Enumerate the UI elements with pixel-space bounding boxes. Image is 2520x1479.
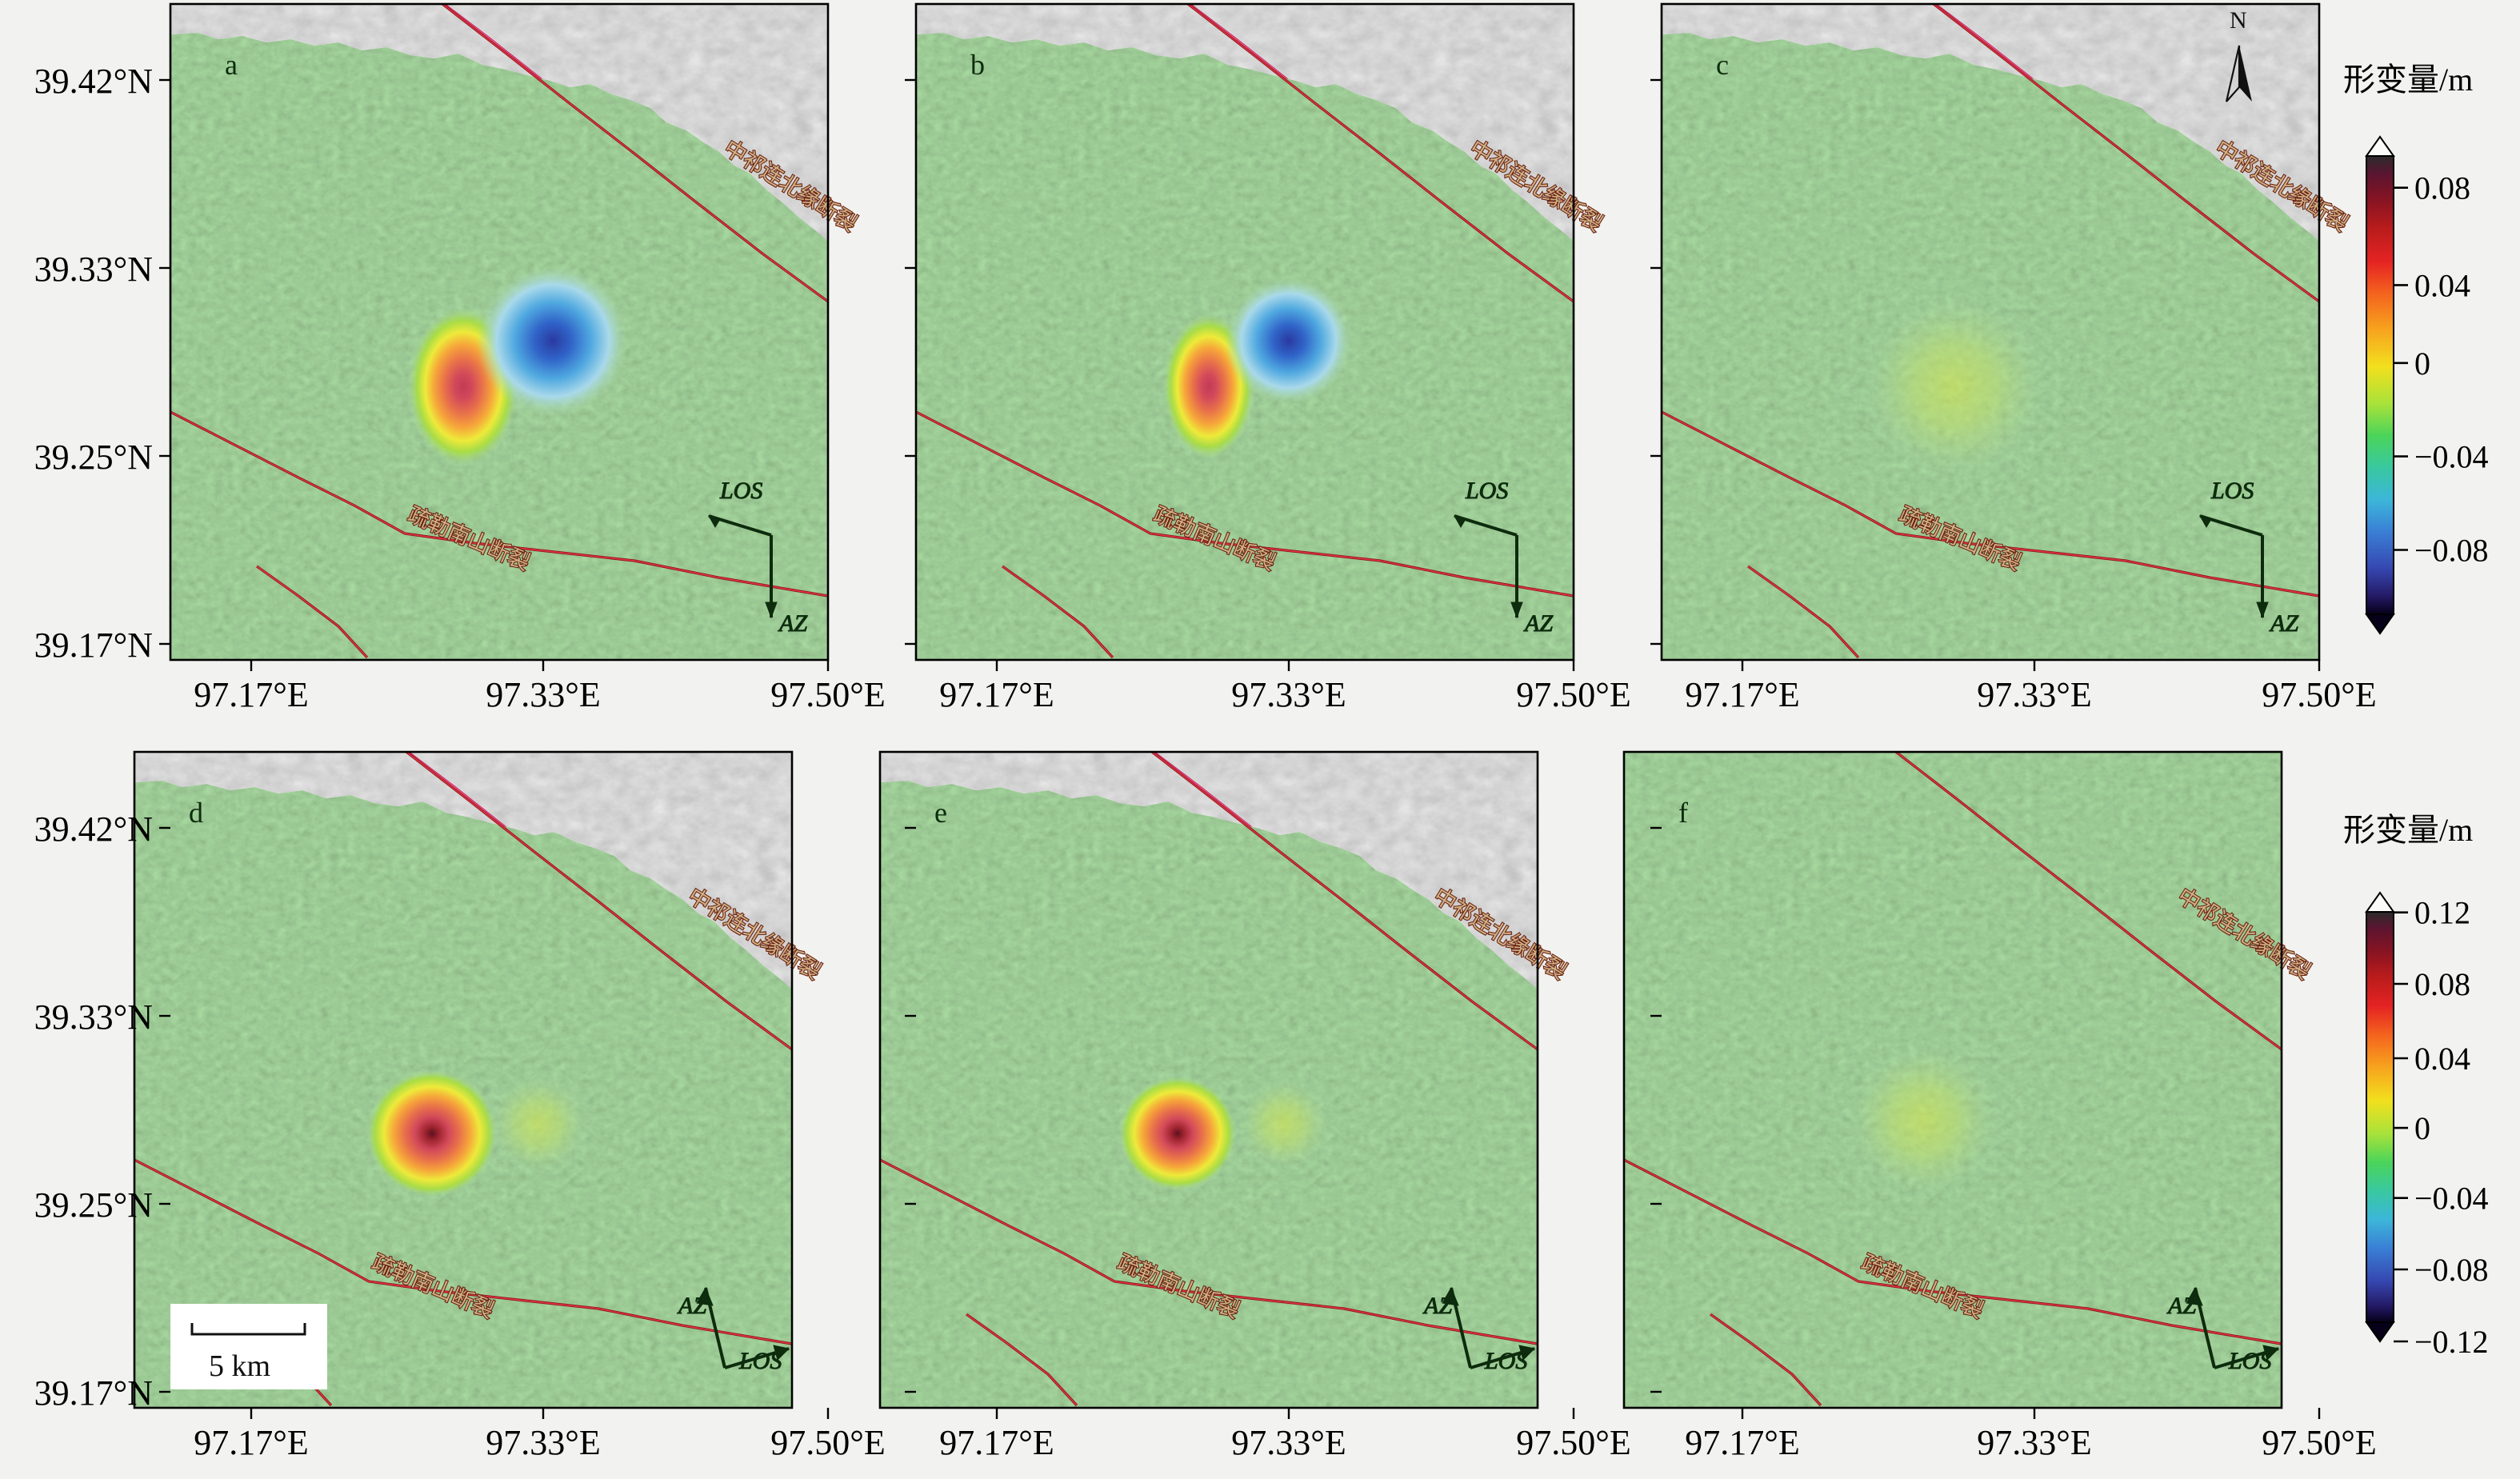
svg-text:形变量/m: 形变量/m [2343,62,2473,98]
svg-text:97.17°E: 97.17°E [1685,1423,1799,1462]
svg-text:97.17°E: 97.17°E [194,1423,308,1462]
svg-text:形变量/m: 形变量/m [2343,812,2473,848]
svg-text:39.33°N: 39.33°N [34,250,153,289]
svg-text:97.33°E: 97.33°E [1977,1423,2091,1462]
svg-text:f: f [1678,797,1688,829]
svg-text:97.33°E: 97.33°E [1231,1423,1346,1462]
svg-text:b: b [970,49,985,81]
svg-text:−0.08: −0.08 [2414,533,2489,569]
svg-text:0.08: 0.08 [2414,966,2470,1002]
svg-text:0.04: 0.04 [2414,267,2470,303]
svg-text:AZ: AZ [1523,610,1553,637]
svg-text:−0.12: −0.12 [2414,1324,2489,1360]
svg-text:LOS: LOS [1484,1348,1527,1374]
svg-text:39.42°N: 39.42°N [34,62,153,101]
svg-text:−0.04: −0.04 [2414,439,2489,475]
svg-text:97.50°E: 97.50°E [770,675,885,714]
svg-text:97.17°E: 97.17°E [194,675,308,714]
svg-text:AZ: AZ [778,610,807,637]
svg-text:LOS: LOS [738,1348,782,1374]
svg-text:97.50°E: 97.50°E [770,1423,885,1462]
svg-text:d: d [189,797,203,829]
svg-text:LOS: LOS [719,478,762,504]
svg-text:0.12: 0.12 [2414,895,2470,931]
svg-text:e: e [934,797,947,829]
svg-text:−0.04: −0.04 [2414,1181,2489,1217]
svg-text:39.25°N: 39.25°N [34,438,153,477]
svg-text:97.33°E: 97.33°E [1231,675,1346,714]
svg-text:0.08: 0.08 [2414,170,2470,206]
svg-text:5 km: 5 km [209,1349,270,1383]
svg-text:97.50°E: 97.50°E [2262,675,2376,714]
svg-text:39.17°N: 39.17°N [34,1373,153,1413]
svg-text:−0.08: −0.08 [2414,1252,2489,1288]
svg-text:97.50°E: 97.50°E [1516,675,1630,714]
svg-text:97.17°E: 97.17°E [1685,675,1799,714]
svg-text:97.50°E: 97.50°E [1516,1423,1630,1462]
svg-text:N: N [2230,7,2247,34]
svg-text:0.04: 0.04 [2414,1041,2470,1077]
svg-text:LOS: LOS [2228,1348,2271,1374]
svg-text:97.17°E: 97.17°E [939,1423,1054,1462]
svg-text:39.17°N: 39.17°N [34,626,153,665]
svg-text:LOS: LOS [2210,478,2254,504]
svg-text:39.25°N: 39.25°N [34,1185,153,1225]
svg-text:c: c [1716,49,1729,81]
svg-text:AZ: AZ [677,1293,706,1319]
svg-text:0: 0 [2414,1110,2430,1146]
svg-text:97.17°E: 97.17°E [939,675,1054,714]
svg-text:LOS: LOS [1465,478,1508,504]
svg-text:97.33°E: 97.33°E [1977,675,2091,714]
svg-text:97.33°E: 97.33°E [486,1423,600,1462]
svg-text:97.33°E: 97.33°E [486,675,600,714]
svg-text:39.42°N: 39.42°N [34,809,153,849]
svg-text:39.33°N: 39.33°N [34,997,153,1037]
svg-text:AZ: AZ [2269,610,2298,637]
svg-text:AZ: AZ [2166,1293,2196,1319]
svg-text:AZ: AZ [1422,1293,1452,1319]
svg-text:97.50°E: 97.50°E [2262,1423,2376,1462]
svg-text:0: 0 [2414,346,2430,382]
svg-text:a: a [225,49,238,81]
